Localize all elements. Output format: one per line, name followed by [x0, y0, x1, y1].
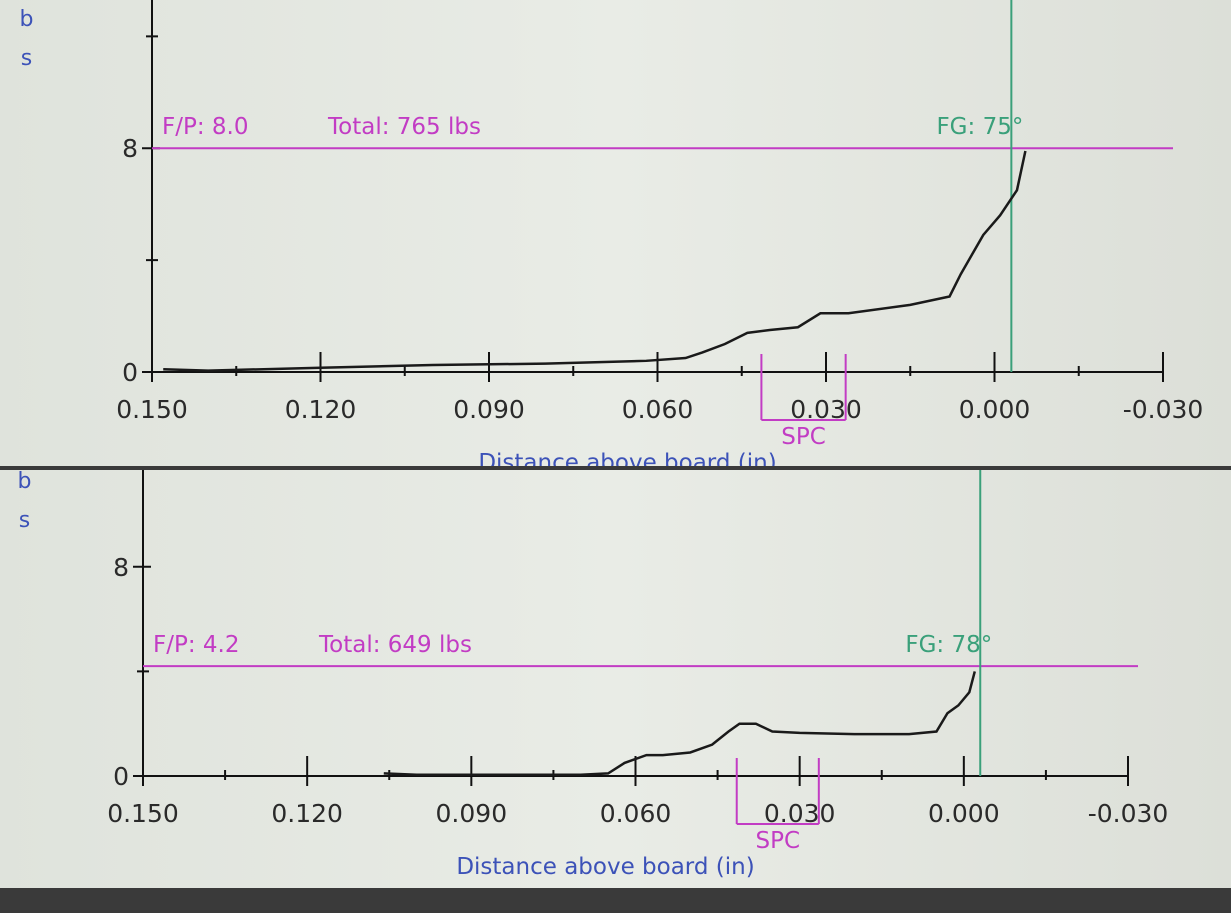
- total-label: Total: 649 lbs: [318, 632, 472, 658]
- fg-label: FG: 75°: [936, 114, 1023, 140]
- x-tick-label: 0.150: [107, 799, 179, 828]
- force-curve: [383, 671, 976, 776]
- y-tick-label: 0: [122, 358, 138, 387]
- x-tick-label: 0.150: [116, 395, 188, 424]
- chart: 0.150 0.120 0.090 0.060 0.030 0.000 -0.03008Di…: [107, 470, 1169, 880]
- force-curve: [163, 150, 1027, 372]
- x-tick-label: 0.090: [453, 395, 525, 424]
- x-tick-label: 0.000: [959, 395, 1031, 424]
- fp-label: F/P: 4.2: [153, 632, 240, 658]
- x-axis-label: Distance above board (in): [456, 854, 754, 880]
- spc-label: SPC: [781, 424, 826, 450]
- y-tick-label: 0: [113, 762, 129, 791]
- x-tick-label: 0.090: [436, 799, 508, 828]
- x-tick-label: 0.120: [271, 799, 343, 828]
- fg-label: FG: 78°: [905, 632, 992, 658]
- fp-label: F/P: 8.0: [162, 114, 249, 140]
- chart-panel: lbs 0.150 0.120 0.090 0.060 0.030 0.000 -0.030…: [0, 470, 1231, 888]
- y-tick-label: 8: [122, 134, 138, 163]
- x-tick-label: 0.000: [928, 799, 1000, 828]
- chart-panel: lbs 0.150 0.120 0.090 0.060 0.030 0.000 -0.030…: [0, 0, 1231, 466]
- x-tick-label: 0.120: [285, 395, 357, 424]
- y-axis-label: lbs: [14, 0, 39, 85]
- y-tick-label: 8: [113, 553, 129, 582]
- x-tick-label: 0.060: [600, 799, 672, 828]
- y-axis-label: lbs: [12, 470, 37, 547]
- x-tick-label: -0.030: [1088, 799, 1169, 828]
- x-tick-label: -0.030: [1123, 395, 1204, 424]
- x-axis-label: Distance above board (in): [478, 450, 776, 466]
- x-tick-label: 0.060: [622, 395, 694, 424]
- total-label: Total: 765 lbs: [327, 114, 481, 140]
- spc-label: SPC: [756, 828, 801, 854]
- chart: 0.150 0.120 0.090 0.060 0.030 0.000 -0.03008Di…: [116, 0, 1204, 466]
